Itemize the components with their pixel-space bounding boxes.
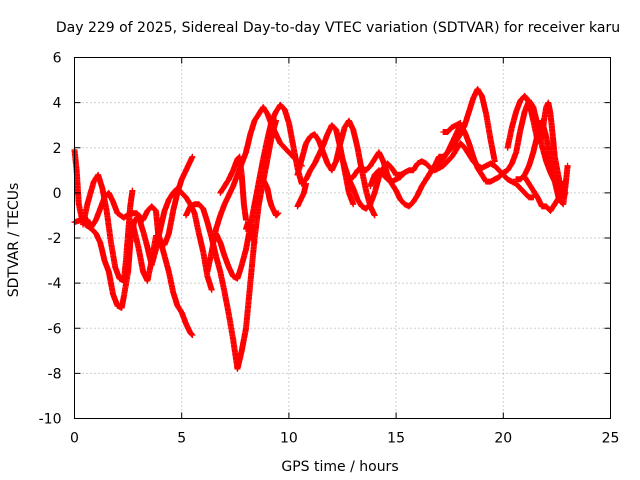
series-trace-15 <box>423 97 562 190</box>
x-tick-label: 0 <box>70 431 79 447</box>
series-trace-18 <box>521 174 569 214</box>
x-axis-label: GPS time / hours <box>281 459 398 475</box>
series-markers <box>243 219 258 246</box>
series-trace-8 <box>217 153 249 223</box>
y-tick-label: -10 <box>39 412 62 428</box>
y-tick-label: -8 <box>48 366 62 382</box>
series-trace-20 <box>294 180 310 210</box>
series-markers <box>260 176 282 219</box>
series-trace-6 <box>213 101 357 282</box>
series-markers <box>294 180 310 210</box>
chart-title: Day 229 of 2025, Sidereal Day-to-day VTE… <box>56 20 620 36</box>
x-tick-label: 15 <box>387 431 405 447</box>
series-markers <box>213 101 357 282</box>
y-tick-label: 0 <box>53 186 62 202</box>
y-tick-label: 2 <box>53 141 62 157</box>
x-tick-label: 5 <box>177 431 186 447</box>
y-tick-label: 4 <box>53 96 62 112</box>
series-markers <box>504 92 569 201</box>
series-markers <box>423 97 562 190</box>
series-trace-10 <box>260 176 282 219</box>
ticks: 0 5 10 15 20 25 -10 -8 -6 -4 -2 0 2 4 6 <box>39 51 620 447</box>
series-markers <box>440 119 464 135</box>
data-layer <box>71 86 571 372</box>
y-tick-label: -2 <box>48 231 62 247</box>
series-markers <box>129 219 196 338</box>
series-trace-19 <box>440 119 464 135</box>
x-tick-label: 20 <box>494 431 512 447</box>
series-markers <box>217 153 249 223</box>
y-tick-label: 6 <box>53 51 62 67</box>
series-markers <box>183 117 279 372</box>
series-trace-4 <box>129 219 196 338</box>
y-axis-label: SDTVAR / TECUs <box>6 183 22 298</box>
series-trace-5 <box>183 117 279 372</box>
y-tick-label: -4 <box>48 276 62 292</box>
y-tick-label: -6 <box>48 321 62 337</box>
x-tick-label: 10 <box>280 431 298 447</box>
x-tick-label: 25 <box>602 431 620 447</box>
series-trace-9 <box>243 219 258 246</box>
series-trace-16 <box>504 92 569 201</box>
series-markers <box>521 174 569 214</box>
